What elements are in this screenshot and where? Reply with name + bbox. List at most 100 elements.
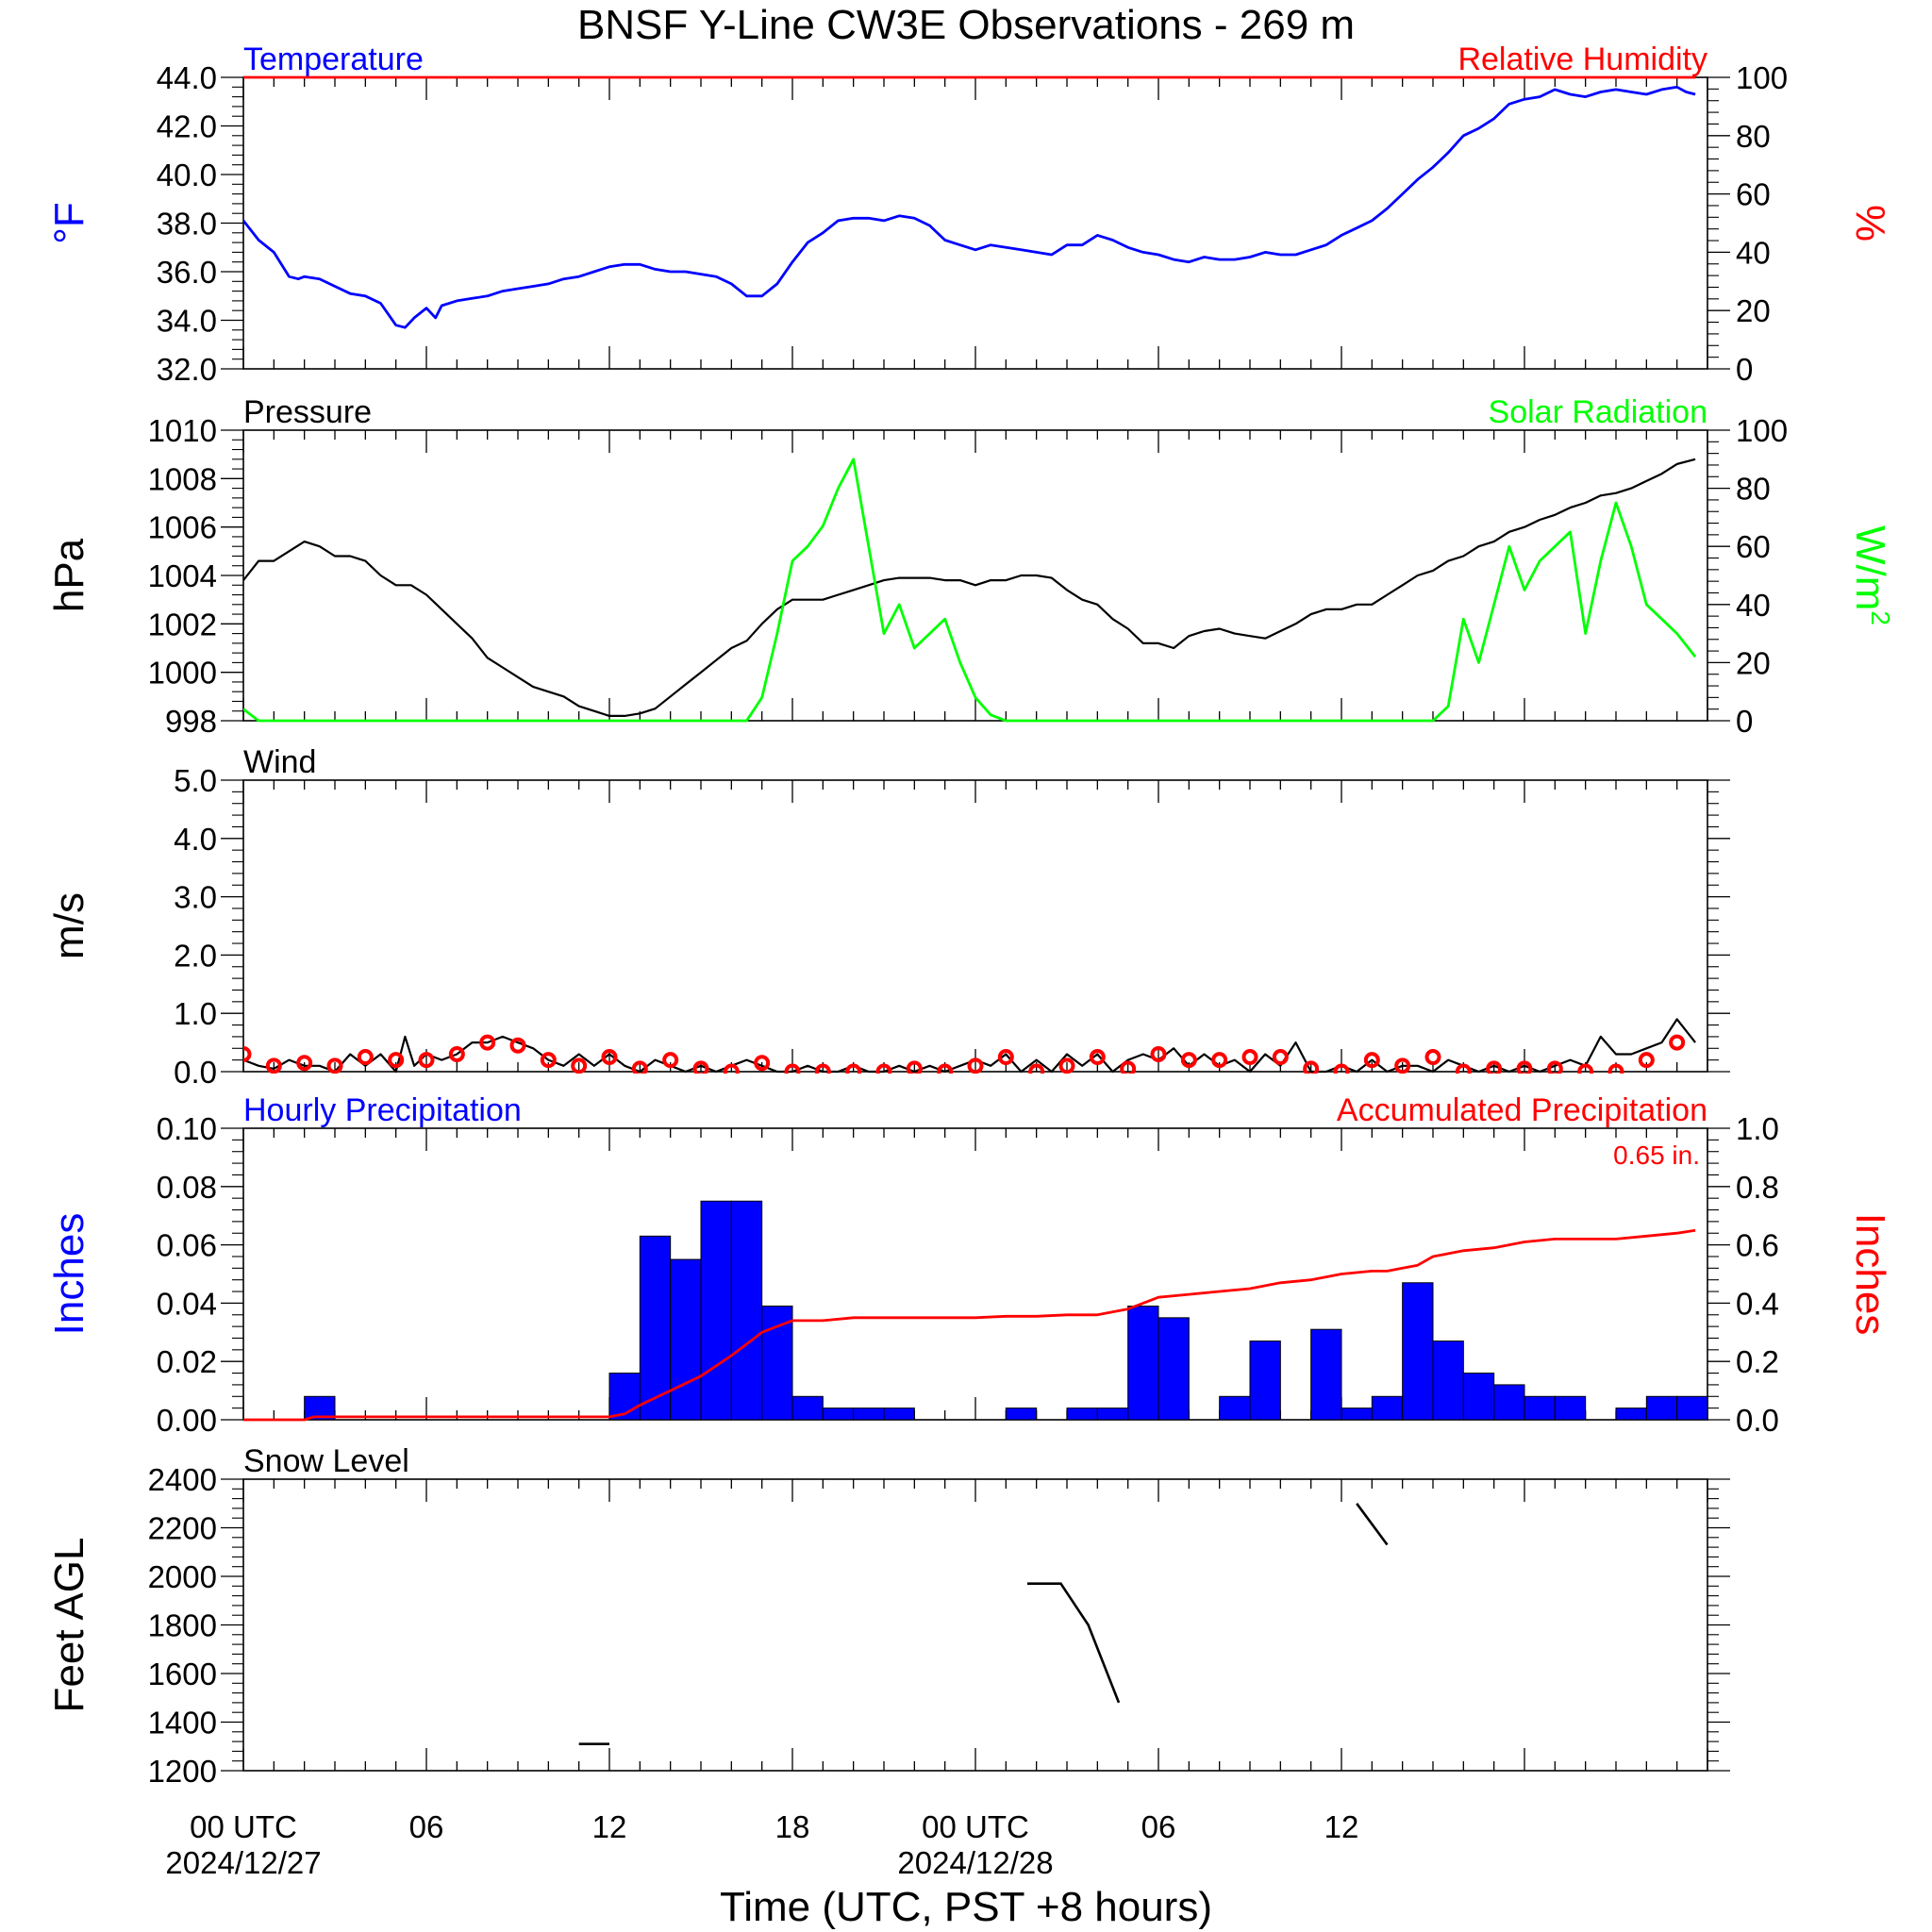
y-right-tick-label: 0.2 [1736, 1344, 1779, 1379]
y-tick-label: 5.0 [174, 763, 217, 798]
y-tick-label: 2200 [148, 1511, 217, 1546]
wind-marker [1516, 1060, 1533, 1074]
precip-bar [639, 1235, 672, 1421]
y-tick-label: 1800 [148, 1608, 217, 1643]
y-tick-label: 0.04 [157, 1286, 217, 1321]
wind-marker [1638, 1052, 1655, 1069]
snow-level-segment [1356, 1503, 1389, 1546]
panel-temp: 32.0 34.0 36.0 38.0 40.0 42.0 44.0 0 20 40 60 80 100… [46, 42, 1893, 387]
wind-marker [1120, 1060, 1137, 1074]
wind-marker [1028, 1063, 1045, 1074]
wind-marker [571, 1058, 588, 1074]
wind-marker [1363, 1052, 1380, 1069]
panel-frame [242, 1478, 1708, 1772]
wind-marker [1058, 1058, 1075, 1074]
precip-bar [1524, 1395, 1556, 1421]
y-axis-label-left: °F [46, 202, 92, 243]
y-tick-label: 3.0 [174, 880, 217, 915]
precip-bar [670, 1258, 702, 1421]
precip-bar [883, 1407, 915, 1421]
precip-bar [822, 1407, 855, 1421]
precip-bar [1371, 1395, 1404, 1421]
x-tick-label: 00 UTC [922, 1809, 1029, 1844]
series-line-wind-speed [243, 1018, 1696, 1074]
precip-bar [1615, 1407, 1647, 1421]
wind-marker [906, 1060, 923, 1074]
y-tick-label: 42.0 [157, 109, 217, 144]
panels: 32.034.036.038.040.042.044.0020406080100… [46, 42, 1895, 1789]
x-tick-label: 06 [1141, 1809, 1176, 1844]
y-axis-label-left: Feet AGL [46, 1538, 92, 1713]
plot-area [243, 1200, 1707, 1422]
y-tick-label: 998 [165, 704, 217, 739]
panel-title-left: Hourly Precipitation [243, 1092, 522, 1128]
y-right-tick-label: 100 [1736, 413, 1788, 448]
y-tick-label: 36.0 [157, 255, 217, 290]
y-tick-label: 1006 [148, 510, 217, 545]
wind-marker [967, 1058, 984, 1074]
plot-area [243, 1018, 1696, 1074]
wind-marker [937, 1063, 954, 1074]
precip-bar [1554, 1395, 1587, 1421]
y-tick-label: 2400 [148, 1462, 217, 1497]
precip-bar [1310, 1328, 1342, 1421]
y-right-tick-label: 80 [1736, 472, 1771, 507]
wind-marker [845, 1063, 862, 1074]
y-tick-label: 4.0 [174, 822, 217, 857]
y-axis-label-right: % [1847, 205, 1893, 242]
plot-area [243, 75, 1696, 329]
y-tick-label: 1004 [148, 558, 217, 593]
wind-marker [631, 1060, 648, 1074]
y-right-tick-label: 0.6 [1736, 1228, 1779, 1263]
x-tick-date-label: 2024/12/27 [165, 1845, 321, 1880]
y-tick-label: 1010 [148, 413, 217, 448]
wind-marker [243, 1045, 252, 1062]
wind-marker [388, 1052, 405, 1069]
wind-marker [1303, 1060, 1320, 1074]
wind-marker [1546, 1060, 1563, 1074]
y-right-tick-label: 0.4 [1736, 1286, 1779, 1321]
precip-bar [791, 1395, 824, 1421]
wind-marker [1211, 1052, 1228, 1069]
wind-marker [1180, 1052, 1197, 1069]
wind-marker [1150, 1045, 1167, 1062]
precip-total-label: 0.65 in. [1613, 1141, 1700, 1170]
panel-snow: 1200 1400 1600 1800 2000 2200 2400 Snow Level Fe… [46, 1443, 1730, 1789]
precip-bar [1493, 1384, 1525, 1421]
y-tick-label: 34.0 [157, 304, 217, 339]
wind-marker [784, 1063, 801, 1074]
y-tick-label: 1600 [148, 1657, 217, 1691]
precip-bar [1005, 1407, 1038, 1421]
y-tick-label: 1008 [148, 461, 217, 496]
precip-bar [1432, 1341, 1464, 1421]
x-tick-label: 00 UTC [190, 1809, 297, 1844]
precip-bar [853, 1407, 885, 1421]
wind-marker [1241, 1049, 1258, 1066]
precip-bar [608, 1373, 641, 1421]
wind-marker [1424, 1049, 1441, 1066]
wind-marker [875, 1063, 892, 1074]
precip-bar [700, 1200, 732, 1421]
panel-frame [242, 779, 1708, 1073]
precip-bar [1402, 1282, 1434, 1421]
panel-title-left: Temperature [243, 42, 424, 77]
wind-marker [662, 1052, 679, 1069]
y-tick-label: 38.0 [157, 207, 217, 242]
panel-title-right: Relative Humidity [1457, 42, 1707, 77]
precip-bar [1066, 1407, 1098, 1421]
panel-title-right: Solar Radiation [1489, 394, 1707, 430]
x-tick-label: 12 [1324, 1809, 1359, 1844]
x-tick-label: 12 [592, 1809, 627, 1844]
wind-marker [448, 1045, 465, 1062]
wind-marker [692, 1060, 709, 1074]
wind-marker [296, 1055, 313, 1072]
wind-marker [1607, 1063, 1624, 1074]
y-right-tick-label: 1.0 [1736, 1111, 1779, 1146]
wind-marker [754, 1055, 771, 1072]
y-tick-label: 0.00 [157, 1403, 217, 1438]
panel-pres: 998 1000 1002 1004 1006 1008 1010 0 20 40 60 80 100 P… [46, 394, 1895, 739]
panel-precip: 0.00 0.02 0.04 0.06 0.08 0.10 0.0 0.2 0.4 0.6 0.8 1… [46, 1092, 1893, 1438]
y-right-tick-label: 0 [1736, 352, 1753, 387]
